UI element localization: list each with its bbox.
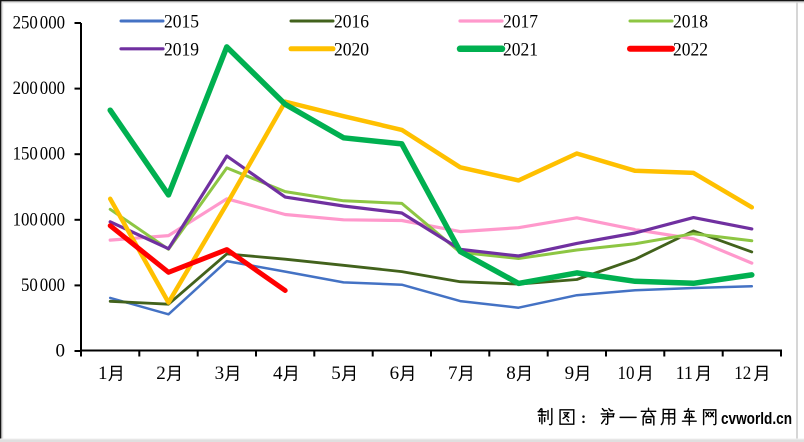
svg-text:12: 12 bbox=[734, 363, 751, 384]
svg-text:100: 100 bbox=[13, 209, 38, 230]
svg-text:50: 50 bbox=[21, 275, 38, 296]
svg-text:000: 000 bbox=[40, 13, 65, 34]
svg-text:3: 3 bbox=[215, 363, 225, 384]
svg-text:2019: 2019 bbox=[164, 39, 199, 60]
svg-text:2015: 2015 bbox=[164, 12, 199, 33]
svg-text:5: 5 bbox=[331, 363, 341, 384]
svg-text:1: 1 bbox=[98, 363, 108, 384]
svg-text:2018: 2018 bbox=[673, 12, 708, 33]
svg-text:2016: 2016 bbox=[334, 12, 369, 33]
svg-text:000: 000 bbox=[40, 209, 65, 230]
svg-text:150: 150 bbox=[13, 144, 38, 165]
svg-text:2022: 2022 bbox=[673, 39, 708, 60]
svg-text:000: 000 bbox=[40, 275, 65, 296]
svg-text:9: 9 bbox=[565, 363, 575, 384]
svg-text:7: 7 bbox=[448, 363, 458, 384]
svg-text:6: 6 bbox=[390, 363, 400, 384]
svg-text:4: 4 bbox=[273, 363, 283, 384]
svg-text:2017: 2017 bbox=[503, 12, 538, 33]
svg-text:000: 000 bbox=[40, 78, 65, 99]
svg-text:11: 11 bbox=[676, 363, 693, 384]
svg-text:000: 000 bbox=[40, 144, 65, 165]
svg-text:10: 10 bbox=[618, 363, 635, 384]
svg-text:8: 8 bbox=[506, 363, 516, 384]
svg-text:0: 0 bbox=[56, 341, 66, 362]
svg-text:200: 200 bbox=[13, 78, 38, 99]
svg-text:2021: 2021 bbox=[503, 39, 538, 60]
svg-text:2: 2 bbox=[156, 363, 166, 384]
svg-text:250: 250 bbox=[13, 13, 38, 34]
svg-text:cvworld.cn: cvworld.cn bbox=[721, 410, 792, 428]
svg-text:2020: 2020 bbox=[334, 39, 369, 60]
